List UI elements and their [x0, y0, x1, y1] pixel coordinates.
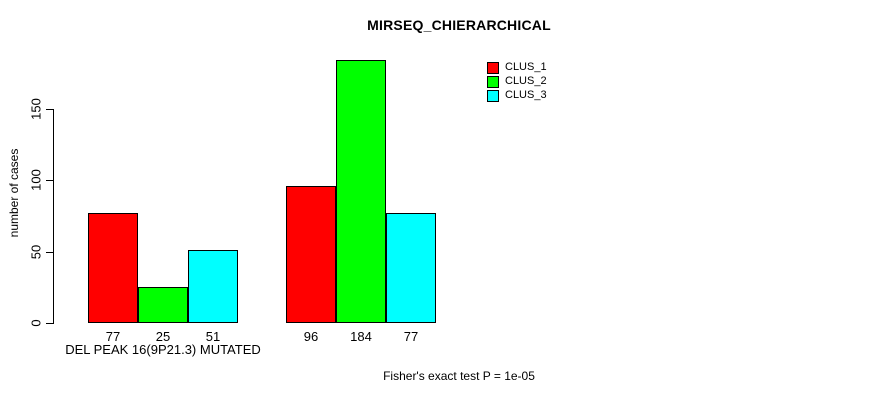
legend-swatch-icon: [487, 89, 499, 102]
bar-clus_1-group-1: [88, 212, 138, 323]
y-axis-tick-label: 150: [28, 97, 44, 120]
bar-clus_2-group-2: [336, 59, 386, 323]
bar-value-label: 25: [155, 329, 171, 344]
fisher-test-annotation: Fisher's exact test P = 1e-05: [383, 369, 535, 383]
bar-value-label: 96: [303, 329, 319, 344]
y-axis-tick: [46, 180, 53, 181]
bar-value-label: 77: [403, 329, 419, 344]
legend: CLUS_1 CLUS_2 CLUS_3: [487, 61, 547, 103]
legend-label: CLUS_3: [505, 89, 547, 101]
legend-item-clus_3: CLUS_3: [487, 89, 547, 102]
y-axis-tick: [46, 251, 53, 253]
y-axis-label: number of cases: [7, 148, 21, 238]
bar-clus_3-group-2: [386, 212, 436, 323]
bar-clus_2-group-1: [138, 287, 188, 323]
x-axis-label: DEL PEAK 16(9P21.3) MUTATED: [65, 342, 261, 357]
bar-value-label: 184: [350, 329, 372, 344]
legend-label: CLUS_2: [505, 75, 547, 87]
legend-swatch-icon: [487, 61, 499, 74]
legend-swatch-icon: [487, 75, 499, 88]
bar-clus_3-group-1: [188, 250, 238, 323]
y-axis-tick: [46, 108, 53, 110]
bar-value-label: 77: [105, 329, 121, 344]
legend-item-clus_2: CLUS_2: [487, 75, 547, 88]
legend-label: CLUS_1: [505, 61, 547, 73]
bar-clus_1-group-2: [286, 185, 336, 323]
y-axis-line: [53, 108, 54, 324]
y-axis-tick-label: 100: [28, 169, 44, 191]
y-axis-tick: [46, 323, 53, 324]
y-axis-tick-label: 0: [28, 319, 44, 327]
legend-item-clus_1: CLUS_1: [487, 61, 547, 74]
chart-title: MIRSEQ_CHIERARCHICAL: [367, 17, 551, 33]
bar-value-label: 51: [205, 329, 221, 344]
y-axis-tick-label: 50: [28, 244, 44, 259]
